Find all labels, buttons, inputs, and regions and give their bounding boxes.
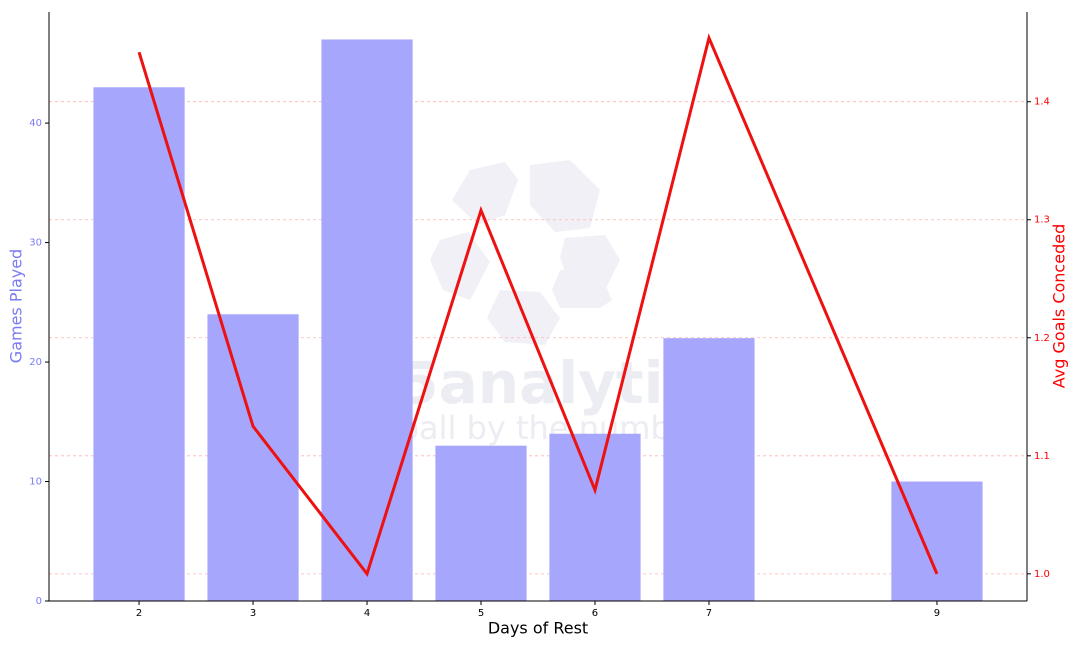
bar — [549, 433, 641, 601]
x-axis-title: Days of Rest — [488, 619, 588, 638]
bar — [435, 445, 527, 601]
x-tick-label: 6 — [592, 608, 598, 619]
y-tick-label: 20 — [29, 357, 42, 368]
y2-tick-label: 1.4 — [1034, 97, 1050, 108]
y-tick-label: 0 — [36, 596, 42, 607]
y-tick-label: 30 — [29, 238, 42, 249]
bar — [93, 87, 185, 601]
x-tick-label: 5 — [478, 608, 484, 619]
x-tick-label: 4 — [364, 608, 370, 619]
y2-tick-label: 1.0 — [1034, 569, 1050, 580]
bar — [663, 338, 755, 601]
x-tick-label: 7 — [706, 608, 712, 619]
x-tick-label: 9 — [934, 608, 940, 619]
y-axis-title: Games Played — [7, 249, 26, 363]
x-tick-label: 3 — [250, 608, 256, 619]
y2-axis-title: Avg Goals Conceded — [1050, 224, 1069, 388]
line — [137, 33, 939, 578]
y2-tick-label: 1.1 — [1034, 451, 1050, 462]
y-tick-label: 10 — [29, 477, 42, 488]
y-tick-label: 40 — [29, 118, 42, 129]
bar — [321, 39, 413, 602]
bar — [207, 314, 299, 601]
y2-tick-label: 1.2 — [1034, 333, 1050, 344]
x-tick-label: 2 — [136, 608, 142, 619]
y2-tick-label: 1.3 — [1034, 215, 1050, 226]
